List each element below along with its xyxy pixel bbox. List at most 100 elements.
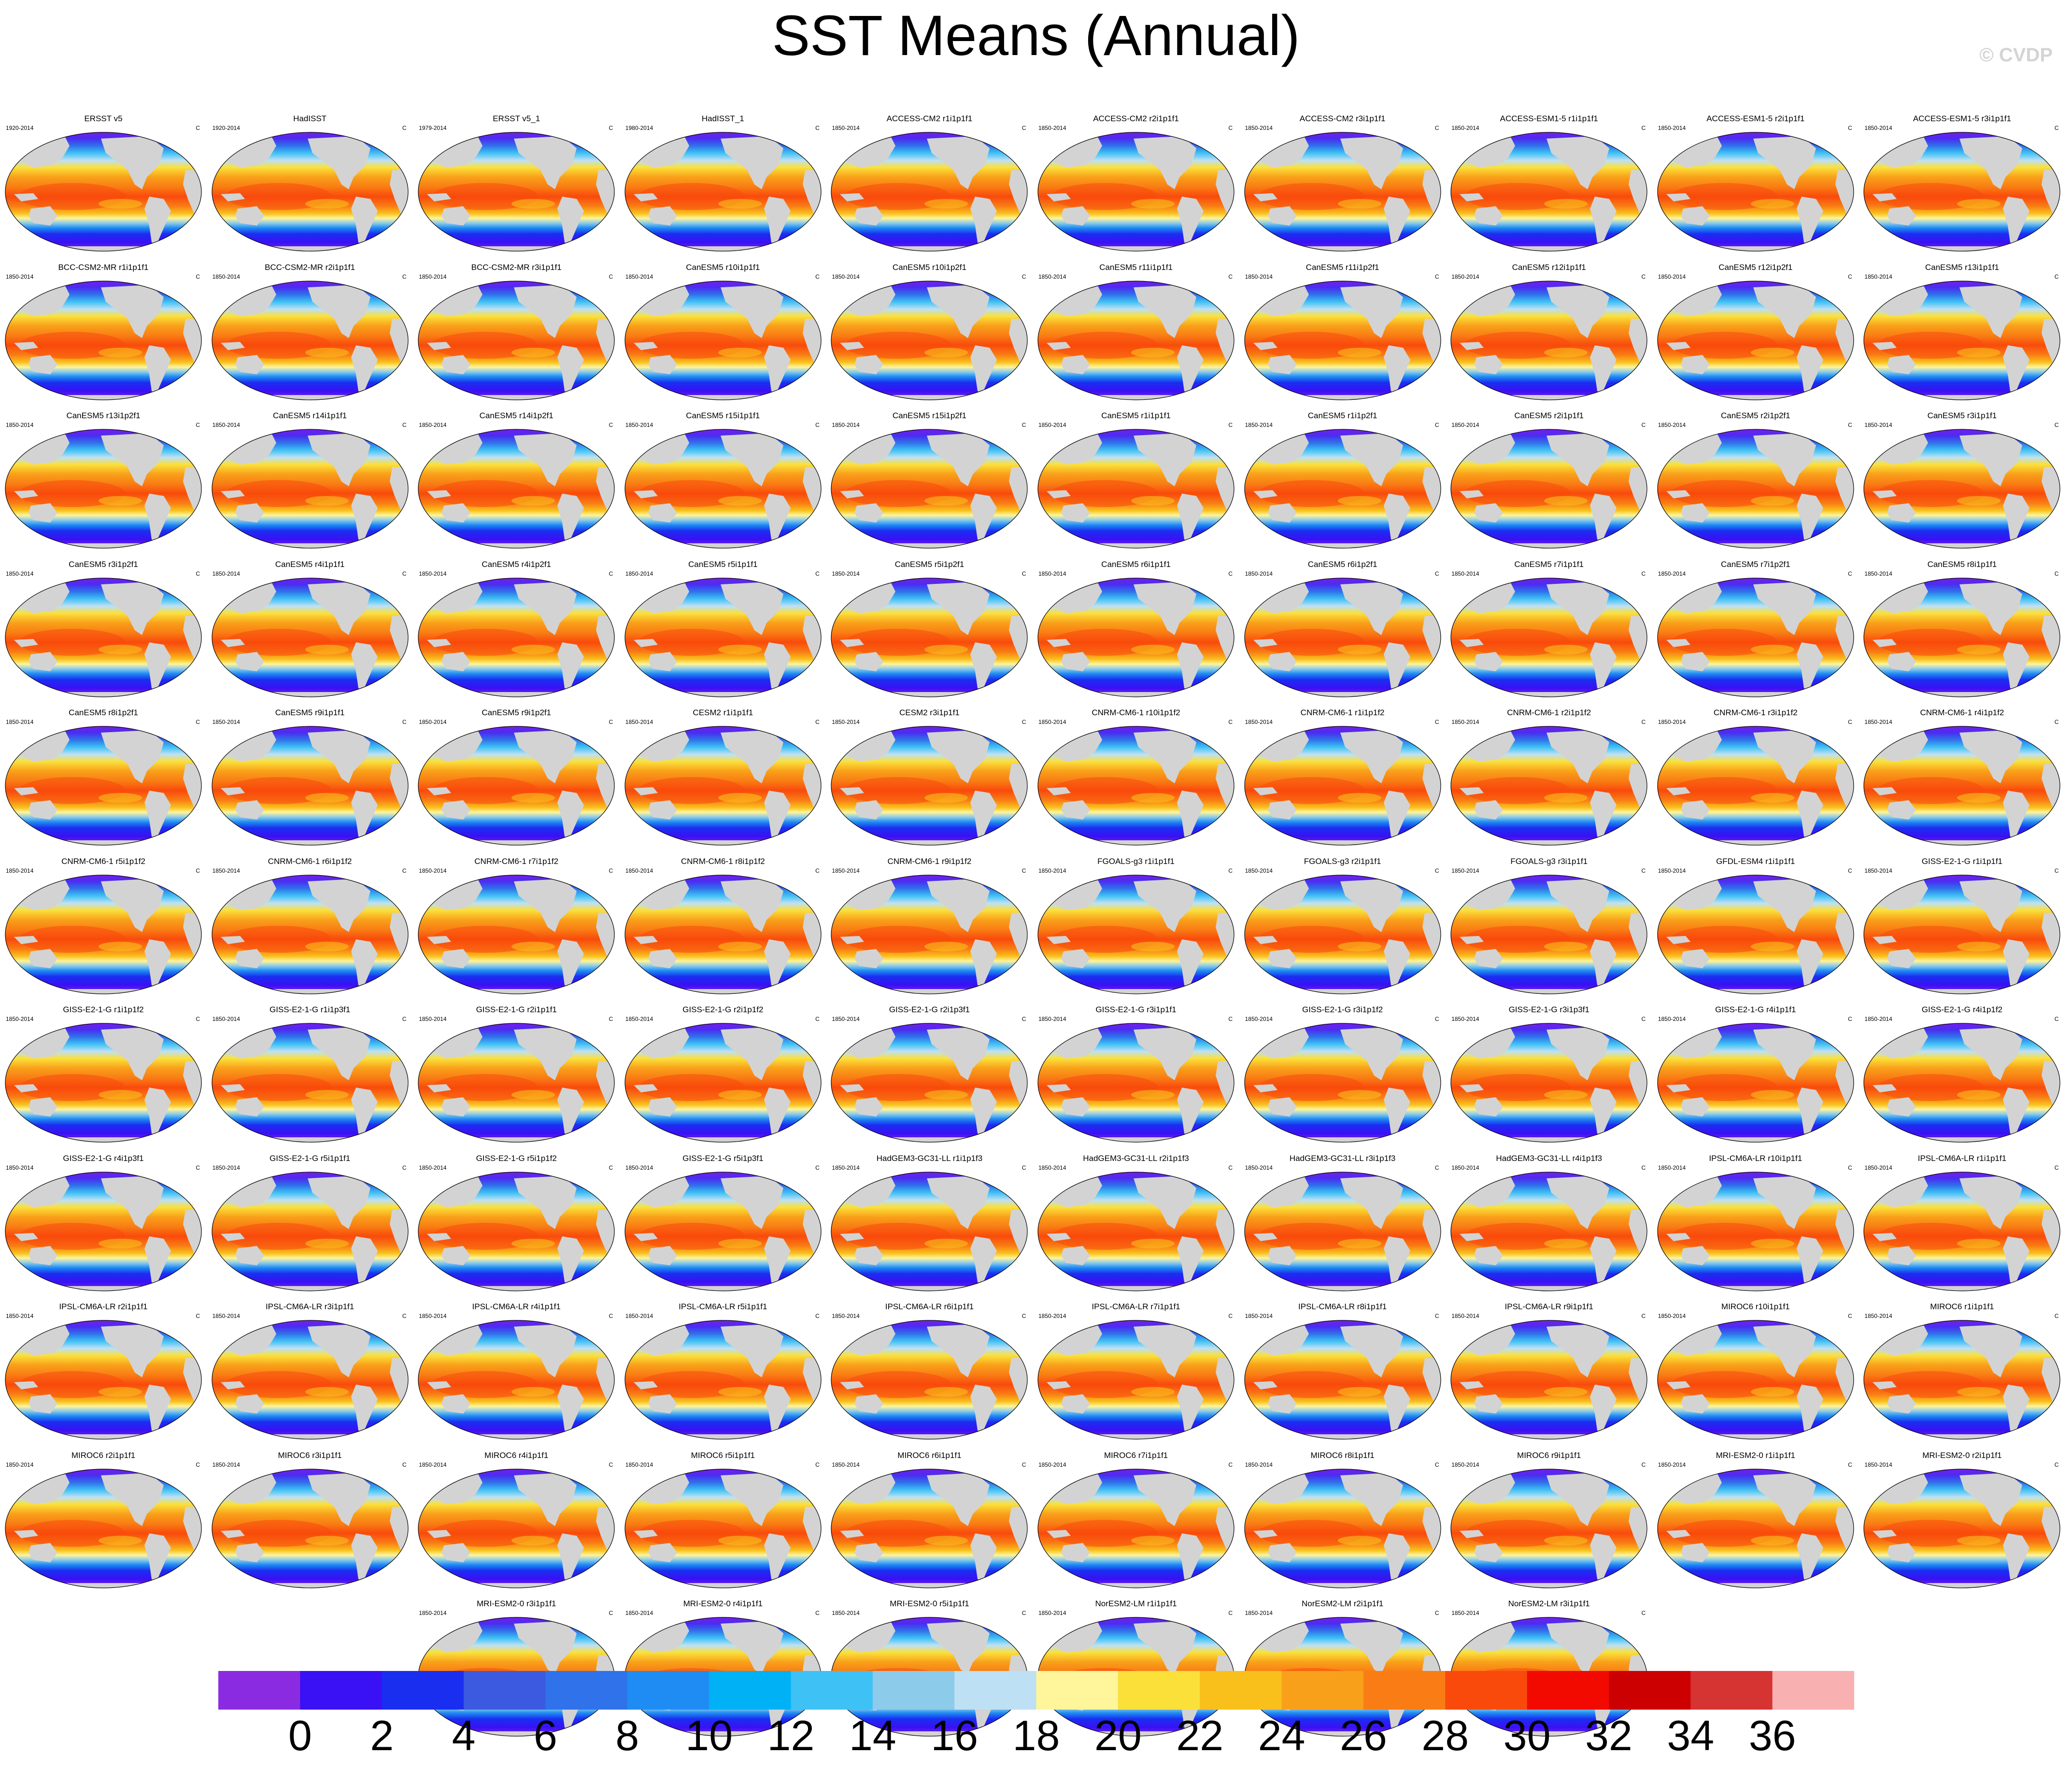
panel-years: 1850-2014 <box>1245 1610 1273 1616</box>
map-panel: CanESM5 r12i1p2f1 1850-2014 C <box>1654 263 1857 403</box>
world-map <box>1657 429 1854 549</box>
map-panel: GISS-E2-1-G r3i1p1f1 1850-2014 C <box>1035 1005 1237 1145</box>
panel-title: HadGEM3-GC31-LL r1i1p1f3 <box>876 1153 983 1163</box>
panel-units: C <box>815 1313 820 1319</box>
map-panel: MIROC6 r6i1p1f1 1850-2014 C <box>828 1451 1031 1591</box>
world-map <box>624 1320 822 1440</box>
world-map <box>831 1320 1028 1440</box>
world-map <box>624 577 822 697</box>
colorbar-segment <box>1281 1671 1364 1710</box>
map-panel: CNRM-CM6-1 r3i1p1f2 1850-2014 C <box>1654 708 1857 848</box>
colorbar-tick-label: 6 <box>533 1712 557 1759</box>
world-map <box>418 1468 615 1588</box>
panel-years: 1850-2014 <box>1038 422 1066 428</box>
panel-years: 1850-2014 <box>1038 719 1066 725</box>
colorbar-segment <box>464 1671 546 1710</box>
panel-years: 1850-2014 <box>1451 125 1479 131</box>
panel-units: C <box>1641 273 1646 280</box>
panel-title: BCC-CSM2-MR r3i1p1f1 <box>471 262 562 272</box>
colorbar-segment <box>1363 1671 1446 1710</box>
panel-title: ERSST v5_1 <box>493 114 540 123</box>
world-map <box>5 280 202 400</box>
panel-years: 1850-2014 <box>625 1313 653 1319</box>
panel-years: 1850-2014 <box>1245 273 1273 280</box>
panel-units: C <box>1022 1313 1026 1319</box>
panel-title: IPSL-CM6A-LR r1i1p1f1 <box>1917 1153 2007 1163</box>
panel-units: C <box>815 1610 820 1616</box>
colorbar-segment <box>872 1671 955 1710</box>
panel-years: 1850-2014 <box>1245 125 1273 131</box>
panel-units: C <box>2054 1164 2059 1171</box>
panel-title: GISS-E2-1-G r3i1p3f1 <box>1508 1005 1589 1014</box>
panel-years: 1850-2014 <box>832 719 860 725</box>
panel-years: 1850-2014 <box>1245 719 1273 725</box>
world-map <box>418 726 615 846</box>
panel-title: IPSL-CM6A-LR r7i1p1f1 <box>1092 1302 1180 1311</box>
panel-units: C <box>1228 1610 1233 1616</box>
world-map <box>1037 1171 1235 1291</box>
map-panel: MIROC6 r7i1p1f1 1850-2014 C <box>1035 1451 1237 1591</box>
map-panel: HadGEM3-GC31-LL r2i1p1f3 1850-2014 C <box>1035 1154 1237 1294</box>
panel-years: 1850-2014 <box>1451 1461 1479 1468</box>
panel-title: NorESM2-LM r2i1p1f1 <box>1302 1599 1384 1608</box>
map-panel: MIROC6 r10i1p1f1 1850-2014 C <box>1654 1302 1857 1442</box>
world-map <box>1037 1320 1235 1440</box>
colorbar-segment <box>218 1671 300 1710</box>
world-map <box>624 1468 822 1588</box>
map-panel: GISS-E2-1-G r2i1p1f1 1850-2014 C <box>415 1005 618 1145</box>
panel-units: C <box>1434 125 1439 131</box>
panel-units: C <box>1228 273 1233 280</box>
panel-units: C <box>815 570 820 577</box>
panel-title: CanESM5 r5i1p2f1 <box>894 559 965 569</box>
map-panel: CanESM5 r12i1p1f1 1850-2014 C <box>1448 263 1650 403</box>
panel-units: C <box>2054 1461 2059 1468</box>
map-panel: HadISST_1 1980-2014 C <box>622 114 824 254</box>
panel-units: C <box>402 125 407 131</box>
panel-title: GISS-E2-1-G r5i1p1f1 <box>269 1153 351 1163</box>
panel-years: 1850-2014 <box>1038 570 1066 577</box>
panel-title: MRI-ESM2-0 r3i1p1f1 <box>476 1599 556 1608</box>
world-map <box>418 280 615 400</box>
panel-units: C <box>1848 125 1852 131</box>
panel-title: CNRM-CM6-1 r9i1p1f2 <box>887 856 972 866</box>
panel-grid: ERSST v5 1920-2014 C HadISST 1920-2014 C <box>2 114 2063 1737</box>
map-panel: MRI-ESM2-0 r2i1p1f1 1850-2014 C <box>1860 1451 2063 1591</box>
world-map <box>418 1320 615 1440</box>
panel-years: 1850-2014 <box>1864 1461 1892 1468</box>
world-map <box>831 577 1028 697</box>
map-panel: MIROC6 r2i1p1f1 1850-2014 C <box>2 1451 205 1591</box>
panel-title: HadISST <box>293 114 327 123</box>
colorbar-tick-label: 16 <box>931 1712 979 1759</box>
world-map <box>5 1468 202 1588</box>
panel-title: FGOALS-g3 r3i1p1f1 <box>1510 856 1588 866</box>
colorbar <box>218 1671 1854 1710</box>
panel-years: 1850-2014 <box>6 1016 34 1022</box>
panel-units: C <box>196 273 200 280</box>
panel-title: IPSL-CM6A-LR r2i1p1f1 <box>59 1302 148 1311</box>
panel-years: 1850-2014 <box>1038 125 1066 131</box>
map-panel: GISS-E2-1-G r2i1p3f1 1850-2014 C <box>828 1005 1031 1145</box>
panel-years: 1850-2014 <box>1451 422 1479 428</box>
panel-title: MIROC6 r5i1p1f1 <box>691 1450 755 1460</box>
panel-title: MRI-ESM2-0 r1i1p1f1 <box>1716 1450 1795 1460</box>
map-panel: ACCESS-CM2 r2i1p1f1 1850-2014 C <box>1035 114 1237 254</box>
panel-years: 1850-2014 <box>1451 719 1479 725</box>
panel-years: 1850-2014 <box>625 273 653 280</box>
panel-years: 1850-2014 <box>212 1164 240 1171</box>
map-panel: CanESM5 r6i1p1f1 1850-2014 C <box>1035 560 1237 700</box>
panel-years: 1850-2014 <box>1245 867 1273 874</box>
map-panel: GISS-E2-1-G r3i1p1f2 1850-2014 C <box>1241 1005 1444 1145</box>
world-map <box>1450 280 1647 400</box>
panel-years: 1850-2014 <box>1038 867 1066 874</box>
panel-title: CNRM-CM6-1 r1i1p1f2 <box>1300 708 1385 717</box>
world-map <box>1657 1468 1854 1588</box>
world-map <box>5 429 202 549</box>
panel-years: 1850-2014 <box>1245 1461 1273 1468</box>
colorbar-tick-label: 34 <box>1667 1712 1715 1759</box>
panel-units: C <box>402 719 407 725</box>
panel-title: CanESM5 r2i1p1f1 <box>1514 411 1584 420</box>
panel-units: C <box>1848 719 1852 725</box>
panel-units: C <box>196 570 200 577</box>
panel-years: 1850-2014 <box>1245 1313 1273 1319</box>
panel-units: C <box>1022 1461 1026 1468</box>
